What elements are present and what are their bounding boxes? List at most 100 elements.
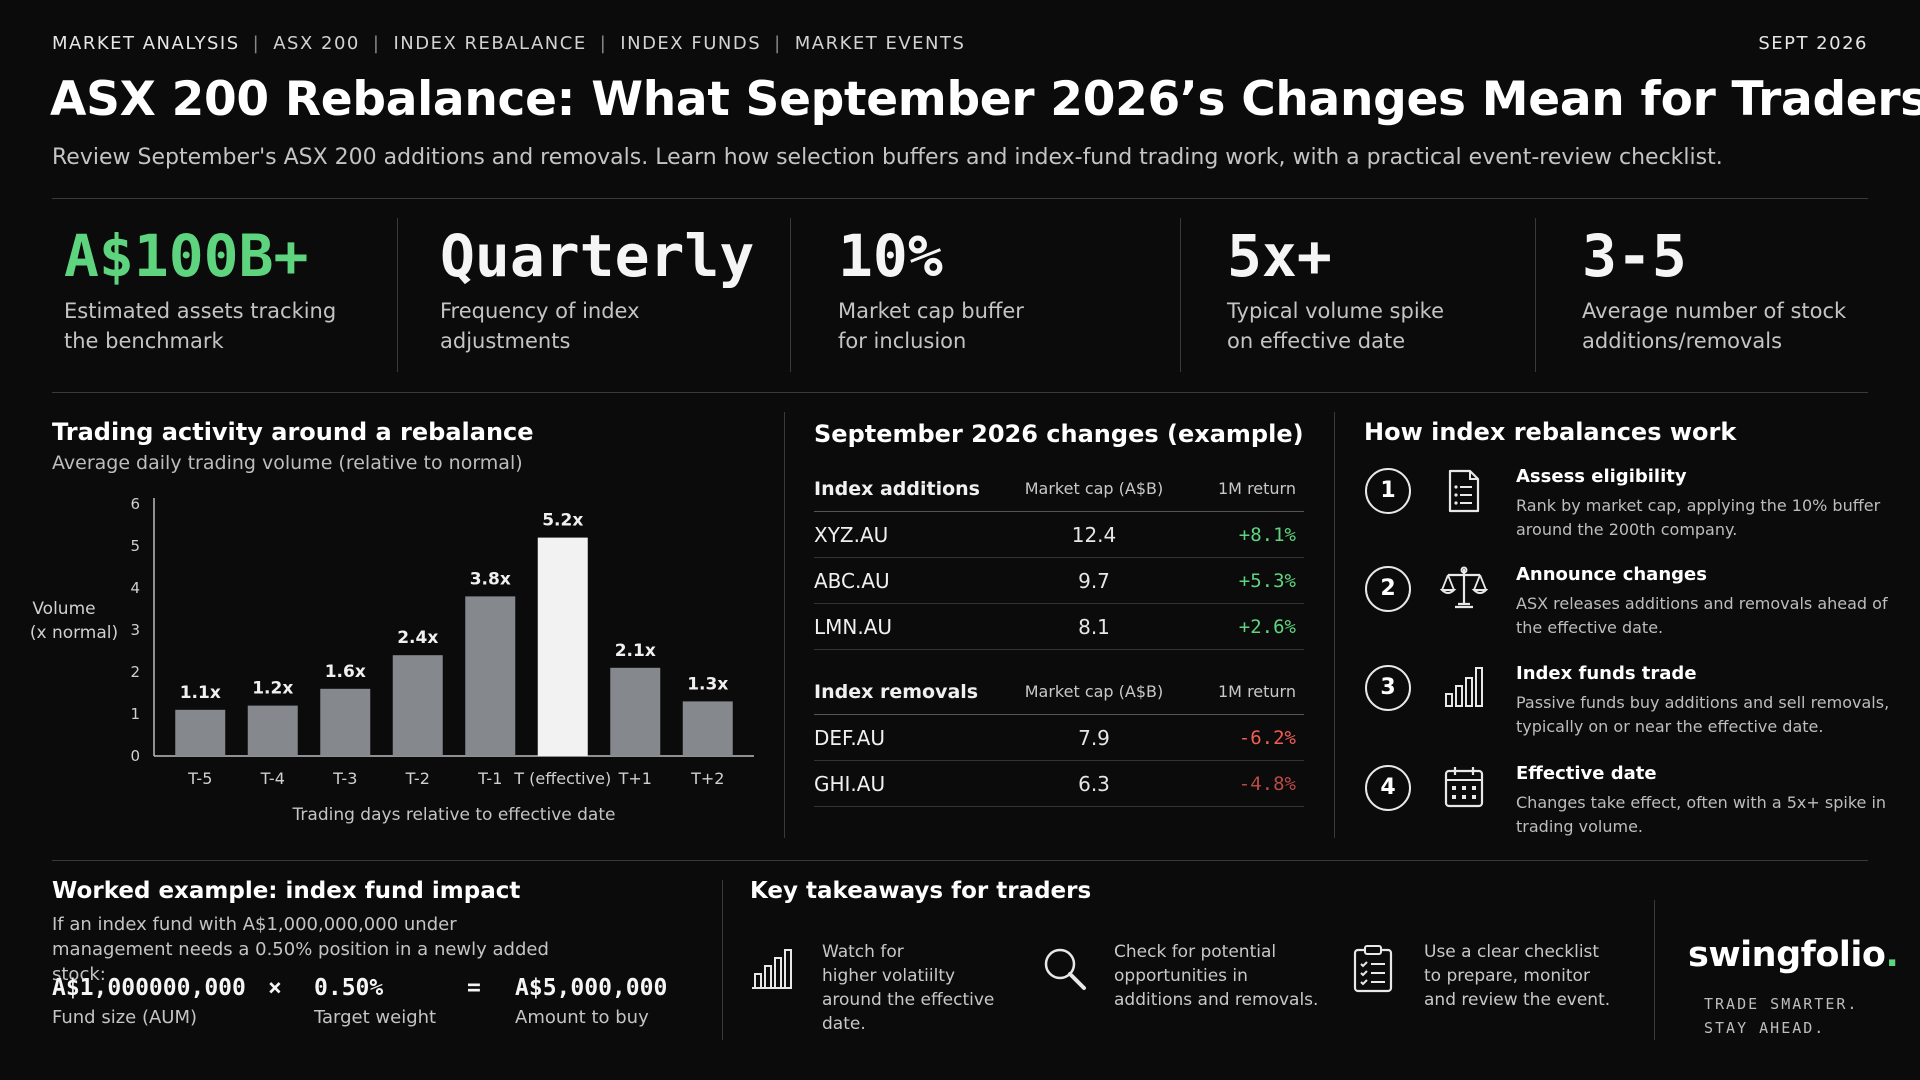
- table-row: GHI.AU 6.3 -4.8%: [814, 761, 1304, 807]
- takeaway-line: and review the event.: [1424, 990, 1611, 1010]
- volume-bar-chart: 0 1 2 3 4 5 6 Volume (x normal) 1.1x T-5 1.2x T-4 1.6…: [30, 495, 754, 825]
- step-title: Announce changes: [1516, 564, 1707, 585]
- return: -4.8%: [1238, 773, 1296, 795]
- tagline-line: TRADE SMARTER.: [1704, 995, 1859, 1013]
- breadcrumb: MARKET ANALYSIS | ASX 200 | INDEX REBALANCE |…: [52, 33, 965, 54]
- header-removals: Index removals: [814, 681, 979, 703]
- step-4: 4: [1365, 765, 1411, 811]
- stat-additions: 3-5 Average number of stock additions/re…: [1582, 222, 1872, 356]
- y-axis-label: Volume: [32, 599, 95, 619]
- page-subtitle: Review September's ASX 200 additions and…: [52, 145, 1723, 170]
- ticker: GHI.AU: [814, 772, 886, 796]
- table-row: ABC.AU 9.7 +5.3%: [814, 558, 1304, 604]
- step-number: 3: [1365, 665, 1411, 711]
- bar-data-label: 5.2x: [542, 511, 583, 531]
- x-tick-label: T-4: [260, 769, 285, 788]
- brand-logo[interactable]: swingfolio.: [1688, 935, 1899, 975]
- stat-buffer: 10% Market cap buffer for inclusion: [838, 222, 1038, 356]
- takeaway-line: Use a clear checklist: [1424, 942, 1600, 962]
- takeaways-title: Key takeaways for traders: [750, 878, 1092, 904]
- return: +5.3%: [1238, 570, 1296, 592]
- magnifier-icon: [1044, 948, 1086, 990]
- table-row: DEF.AU 7.9 -6.2%: [814, 715, 1304, 761]
- chart-bar: [320, 688, 371, 756]
- stat-frequency: Quarterly Frequency of index adjustments: [440, 222, 754, 356]
- ticker: DEF.AU: [814, 726, 886, 750]
- takeaway-line: higher volatiilty: [822, 966, 956, 986]
- market-cap: 9.7: [1078, 569, 1110, 593]
- y-tick-label: 1: [130, 705, 140, 723]
- bar-data-label: 1.3x: [687, 674, 728, 694]
- step-1: 1: [1365, 468, 1411, 514]
- clipboard-icon: [1353, 945, 1393, 993]
- step-title: Index funds trade: [1516, 663, 1697, 684]
- header-return: 1M return: [1218, 479, 1296, 498]
- chart-bar: [537, 537, 588, 756]
- nav-divider: |: [774, 33, 782, 54]
- calendar-icon: [1444, 767, 1484, 808]
- stat-label: Average number of stock additions/remova…: [1582, 299, 1847, 353]
- checklist-icon: [1448, 469, 1480, 513]
- x-tick-label: T+2: [690, 769, 724, 788]
- y-tick-label: 2: [130, 663, 140, 681]
- chart-bar: [175, 709, 226, 756]
- nav-asx-200[interactable]: ASX 200: [273, 33, 360, 54]
- divider: [52, 392, 1868, 393]
- nav-index-rebalance[interactable]: INDEX REBALANCE: [393, 33, 587, 54]
- y-tick-label: 5: [130, 537, 140, 555]
- stat-value: 5x+: [1227, 222, 1332, 290]
- x-axis-label: Trading days relative to effective date: [292, 805, 616, 825]
- bar-data-label: 1.1x: [180, 683, 221, 703]
- worked-example-desc: If an index fund with A$1,000,000,000 un…: [52, 914, 549, 985]
- stat-assets: A$100B+ Estimated assets tracking the be…: [64, 222, 364, 356]
- nav-divider: |: [252, 33, 261, 54]
- bar-data-label: 2.1x: [615, 641, 656, 661]
- ticker: LMN.AU: [814, 615, 893, 639]
- nav-market-events[interactable]: MARKET EVENTS: [794, 33, 966, 54]
- bar-data-label: 3.8x: [470, 569, 511, 589]
- worked-example-title: Worked example: index fund impact: [52, 878, 521, 904]
- market-cap: 12.4: [1071, 523, 1117, 547]
- tagline-line: STAY AHEAD.: [1704, 1019, 1826, 1037]
- y-axis-label: (x normal): [30, 623, 118, 643]
- brand-dot: .: [1885, 935, 1899, 975]
- nav-market-analysis[interactable]: MARKET ANALYSIS: [52, 33, 240, 54]
- y-tick-label: 3: [130, 621, 140, 639]
- target-weight-value: 0.50%: [314, 975, 384, 1001]
- market-cap: 6.3: [1078, 772, 1110, 796]
- step-desc: Passive funds buy additions and sell rem…: [1516, 693, 1890, 736]
- market-cap: 8.1: [1078, 615, 1110, 639]
- steps-title: How index rebalances work: [1364, 418, 1737, 446]
- times-sign: ×: [268, 975, 282, 1001]
- y-tick-label: 4: [130, 579, 140, 597]
- nav-index-funds[interactable]: INDEX FUNDS: [620, 33, 762, 54]
- takeaway-line: additions and removals.: [1114, 990, 1319, 1010]
- takeaway-opportunities: Check for potential opportunities in add…: [1114, 940, 1324, 1012]
- y-tick-label: 0: [130, 747, 140, 765]
- market-cap: 7.9: [1078, 726, 1110, 750]
- changes-title: September 2026 changes (example): [814, 420, 1304, 448]
- step-3: 3: [1365, 665, 1411, 711]
- stat-divider: [1535, 218, 1536, 372]
- section-divider: [1334, 412, 1335, 838]
- page-title: ASX 200 Rebalance: What September 2026’s…: [50, 72, 1920, 127]
- takeaway-line: opportunities in: [1114, 966, 1248, 986]
- takeaway-line: around the effective date.: [822, 990, 995, 1034]
- header-market-cap: Market cap (A$B): [1024, 479, 1164, 498]
- amount-label: Amount to buy: [515, 1007, 649, 1028]
- stat-value: 3-5: [1582, 222, 1687, 290]
- chart-bar: [247, 705, 298, 756]
- scales-icon: [1440, 566, 1488, 609]
- step-title: Effective date: [1516, 763, 1657, 784]
- x-tick-label: T-1: [477, 769, 502, 788]
- step-desc: ASX releases additions and removals ahea…: [1516, 594, 1888, 637]
- divider: [52, 198, 1868, 199]
- step-number: 4: [1365, 765, 1411, 811]
- bar-data-label: 1.6x: [325, 662, 366, 682]
- chart-bar: [610, 667, 661, 756]
- section-divider: [784, 412, 785, 838]
- stat-value: A$100B+: [64, 222, 309, 290]
- stat-label: Market cap buffer for inclusion: [838, 299, 1024, 353]
- stat-label: Frequency of index adjustments: [440, 299, 640, 353]
- x-tick-label: T-3: [332, 769, 357, 788]
